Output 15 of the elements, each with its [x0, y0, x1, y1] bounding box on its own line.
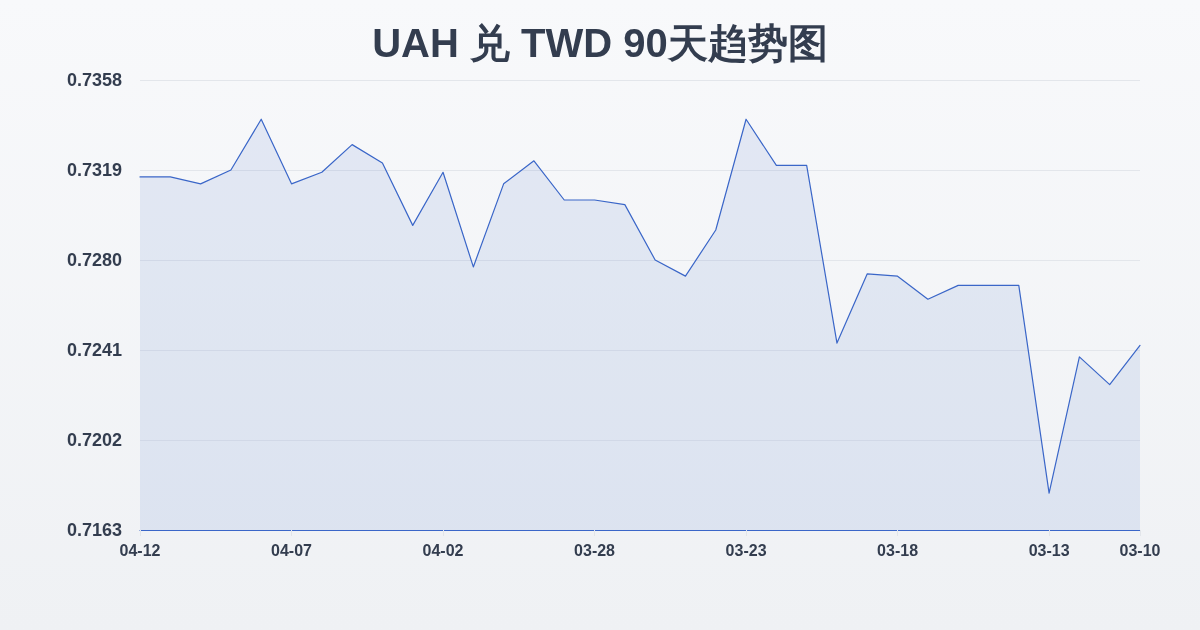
x-tick-label: 03-18 — [877, 541, 919, 559]
x-tick-label: 04-12 — [119, 541, 161, 559]
x-tick-label: 03-28 — [574, 541, 616, 559]
x-tick-label: 04-02 — [422, 541, 464, 559]
x-tick-label: 04-07 — [271, 541, 313, 559]
x-tick-label: 03-13 — [1028, 541, 1070, 559]
y-tick-label: 0.7202 — [66, 430, 122, 450]
y-tick-label: 0.7280 — [66, 250, 122, 270]
x-tick-label: 03-23 — [725, 541, 767, 559]
x-tick-label: 03-10 — [1119, 541, 1161, 559]
y-tick-label: 0.7241 — [66, 340, 122, 360]
y-tick-label: 0.7163 — [66, 520, 122, 540]
y-tick-label: 0.7358 — [66, 70, 122, 90]
y-tick-label: 0.7319 — [66, 160, 122, 180]
chart-title: UAH 兑 TWD 90天趋势图 — [372, 21, 828, 65]
